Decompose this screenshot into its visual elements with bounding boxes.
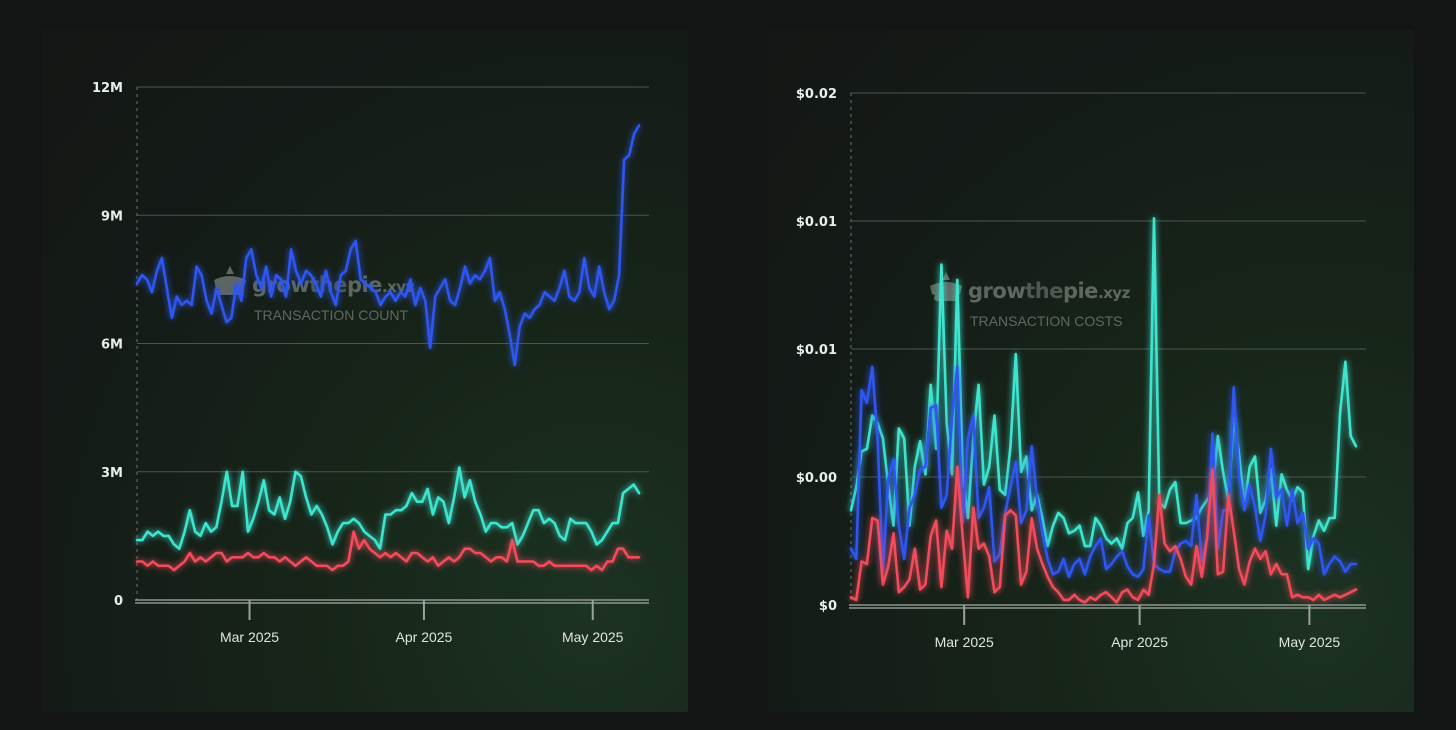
y-tick-label: 0 [114, 594, 123, 609]
x-tick-label: May 2025 [1279, 634, 1341, 650]
watermark-brand-tld: .xyz [1098, 284, 1131, 302]
watermark-caption: TRANSACTION COUNT [254, 307, 408, 323]
series-line-blue [849, 365, 1358, 579]
x-tick-label: Apr 2025 [1111, 634, 1168, 650]
series-line-red [849, 465, 1358, 604]
y-tick-label: $0.00 [796, 471, 837, 486]
watermark: growthepie.xyz TRANSACTION COSTS [930, 272, 1131, 329]
y-tick-label: 6M [101, 338, 123, 353]
y-tick-label: 12M [92, 81, 123, 96]
x-tick-label: Mar 2025 [220, 629, 279, 645]
growthepie-logo-icon [214, 266, 246, 295]
y-tick-label: $0.02 [796, 87, 837, 102]
y-tick-label: 3M [101, 466, 123, 481]
x-tick-label: Mar 2025 [935, 634, 994, 650]
watermark-brand: growthepie.xyz [968, 279, 1131, 303]
x-tick-label: May 2025 [562, 629, 624, 645]
series-line-cyan [849, 217, 1358, 571]
watermark-brand-the: the [1025, 279, 1063, 303]
y-tick-label: $0.01 [796, 343, 837, 358]
transaction-count-chart-panel: 0 3M 6M 9M 12M growthepie.xyz TRANSACTION COUN… [42, 30, 688, 712]
series-line-cyan [135, 466, 641, 551]
y-tick-label: 9M [101, 209, 123, 224]
x-tick-label: Apr 2025 [396, 629, 453, 645]
watermark-brand-grow: grow [968, 279, 1025, 303]
watermark-caption: TRANSACTION COSTS [970, 313, 1122, 329]
watermark-brand-pie: pie [1063, 279, 1098, 303]
series-line-red [135, 530, 641, 572]
y-tick-label: $0 [819, 599, 837, 614]
series-line-blue [135, 124, 641, 367]
y-tick-label: $0.01 [796, 215, 837, 230]
transaction-costs-chart-panel: $0 $0.00 $0.01 $0.01 $0.02 growthepie.xyz TRAN… [768, 30, 1414, 712]
transaction-costs-chart: $0 $0.00 $0.01 $0.01 $0.02 growthepie.xyz TRAN… [796, 87, 1366, 650]
